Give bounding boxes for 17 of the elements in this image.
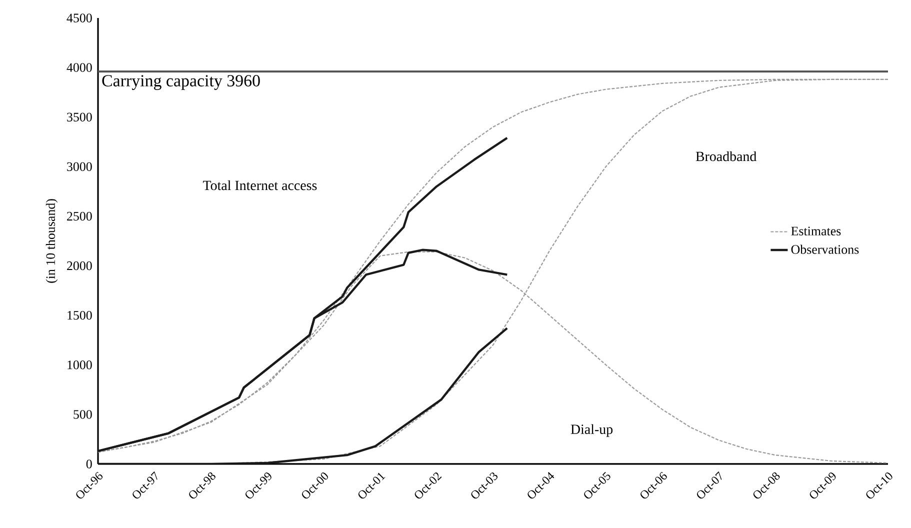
ref-line-label: Carrying capacity 3960 [102,75,260,90]
annotation: Total Internet access [203,180,317,190]
legend-label: Estimates [791,226,841,236]
y-axis-title: (in 10 thousand) [46,199,58,283]
y-tick-label: 1000 [68,360,92,370]
y-tick-label: 1500 [68,310,92,320]
y-tick-label: 3500 [67,112,92,122]
legend-label: Observations [791,244,859,254]
y-tick-label: 500 [74,410,92,419]
y-tick-label: 0 [86,460,92,468]
annotation: Dial-up [570,424,613,437]
y-tick-label: 4500 [66,14,92,22]
y-tick-label: 3000 [67,162,92,172]
y-tick-label: 2500 [67,212,92,221]
y-tick-label: 2000 [67,261,92,270]
annotation: Broadband [696,151,756,162]
y-tick-label: 4000 [66,63,92,72]
